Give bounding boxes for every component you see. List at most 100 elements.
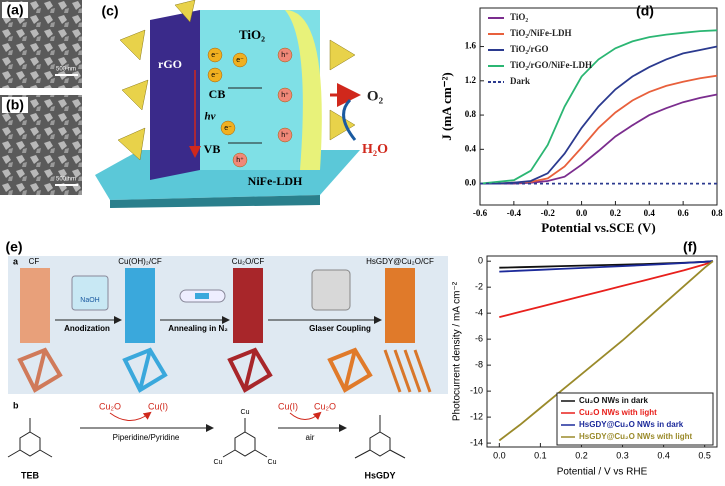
series-line xyxy=(499,260,714,318)
x-tick-label: -0.4 xyxy=(507,208,522,218)
label: Cu xyxy=(214,459,223,466)
legend-label: HsGDY@Cu₂O NWs in dark xyxy=(579,420,684,429)
networks xyxy=(17,347,432,393)
x-axis-title: Potential / V vs RHE xyxy=(557,467,648,478)
x-tick-label: -0.2 xyxy=(541,208,556,218)
rgo-layer xyxy=(150,10,200,180)
label: Cu xyxy=(268,459,277,466)
cuoh-foam xyxy=(125,268,155,343)
y-axis-title: J (mA cm⁻²) xyxy=(439,72,454,141)
cf-foam xyxy=(20,268,50,343)
cu2o-foam xyxy=(233,268,263,343)
panel-label: (d) xyxy=(636,3,654,19)
y-tick-label: 0 xyxy=(478,256,483,266)
y-tick-label: 1.6 xyxy=(465,41,477,51)
carrier-label: e⁻ xyxy=(236,57,244,64)
label: Cu(OH)₂/CF xyxy=(118,257,162,266)
legend-box xyxy=(556,392,714,446)
y-tick-label: 0.8 xyxy=(465,109,477,119)
label: air xyxy=(306,433,315,442)
series-line xyxy=(480,74,718,185)
label: rGO xyxy=(158,57,182,71)
carrier xyxy=(277,127,293,143)
carrier xyxy=(220,120,236,136)
legend-label: Cu₂O NWs with light xyxy=(579,408,657,417)
plot-frame xyxy=(486,255,718,448)
plot-frame xyxy=(479,7,718,206)
carrier-label: h⁺ xyxy=(236,157,244,164)
sub-label: a xyxy=(13,256,19,266)
carrier xyxy=(277,87,293,103)
series-line xyxy=(498,260,714,442)
label: Piperidine/Pyridine xyxy=(113,433,180,442)
x-tick-label: 0.0 xyxy=(493,450,506,460)
panel-label: (e) xyxy=(5,239,22,255)
x-tick-label: 0.6 xyxy=(678,208,690,218)
y-tick-label: 0.0 xyxy=(465,178,477,188)
panel-label: (f) xyxy=(683,239,697,255)
y-tick-label: -6 xyxy=(475,334,483,344)
x-tick-label: 0.1 xyxy=(534,450,547,460)
molecules xyxy=(7,415,406,459)
carriers: e⁻ e⁻ e⁻ h⁺ h⁺ h⁺ h⁺ e⁻ xyxy=(207,47,293,168)
panel-label: (b) xyxy=(6,97,24,113)
scale-text: 500 nm xyxy=(56,67,76,73)
carrier xyxy=(207,47,223,63)
sub-label: b xyxy=(13,400,19,410)
label: CB xyxy=(209,87,226,101)
x-tick-label: 0.3 xyxy=(616,450,629,460)
y-tick-label: -4 xyxy=(475,308,483,318)
y-tick-label: -2 xyxy=(475,282,483,292)
label: CF xyxy=(29,257,40,266)
vessel xyxy=(311,269,351,311)
label: TiO₂ xyxy=(239,27,265,42)
carrier xyxy=(207,67,223,83)
label: Cu₂O/CF xyxy=(232,257,265,266)
label: NiFe-LDH xyxy=(248,174,303,188)
label: Cu₂O xyxy=(314,401,336,411)
x-tick-label: 0.4 xyxy=(657,450,670,460)
label: HsGDY@Cu₂O/CF xyxy=(366,257,434,266)
y-tick-label: -8 xyxy=(475,360,483,370)
label-box xyxy=(2,2,28,18)
x-axis-title: Potential vs.SCE (V) xyxy=(541,220,655,235)
series-line xyxy=(480,45,718,185)
arrow xyxy=(109,411,152,421)
legend-label: TiO₂/NiFe-LDH xyxy=(510,28,572,38)
arrow xyxy=(289,411,322,420)
x-tick-label: 0.2 xyxy=(610,208,622,218)
label: HsGDY xyxy=(364,470,395,480)
carrier xyxy=(232,152,248,168)
label: Glaser Coupling xyxy=(309,324,371,333)
base-side xyxy=(110,195,320,208)
carrier xyxy=(232,52,248,68)
label: H₂O xyxy=(362,142,388,157)
label: Cu xyxy=(241,409,250,416)
carrier-label: e⁻ xyxy=(224,125,232,132)
carrier xyxy=(277,47,293,63)
y-tick-label: -14 xyxy=(470,437,483,447)
label: Cu(I) xyxy=(278,401,298,411)
arrow xyxy=(342,98,357,141)
x-tick-label: 0.4 xyxy=(644,208,656,218)
label: O₂ xyxy=(367,88,384,104)
carrier-label: h⁺ xyxy=(281,52,289,59)
carrier-label: h⁺ xyxy=(281,132,289,139)
panel-label: (c) xyxy=(101,3,118,19)
panel-label: (a) xyxy=(6,2,23,18)
scale-text: 500 nm xyxy=(56,177,76,183)
label: Anodization xyxy=(64,324,110,333)
label: Cu(I) xyxy=(148,401,168,411)
series-line xyxy=(479,29,718,185)
carrier-label: e⁻ xyxy=(211,72,219,79)
label-box xyxy=(2,97,28,113)
sample xyxy=(195,293,209,299)
nife-layer xyxy=(285,10,322,170)
series-line xyxy=(499,260,713,273)
x-tick-label: 0.8 xyxy=(711,208,723,218)
y-axis-title: Photocurrent density / mA cm⁻² xyxy=(452,281,463,421)
x-tick-label: 0.2 xyxy=(575,450,588,460)
legend-label: TiO₂ xyxy=(510,12,528,22)
x-tick-label: -0.6 xyxy=(473,208,488,218)
